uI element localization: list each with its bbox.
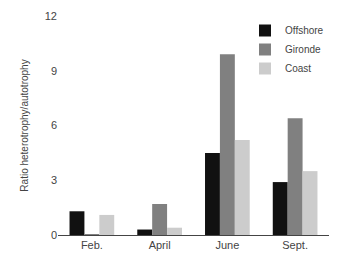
svg-text:Coast: Coast xyxy=(285,63,311,74)
svg-text:6: 6 xyxy=(51,119,57,131)
svg-text:Feb.: Feb. xyxy=(81,239,103,251)
svg-text:0: 0 xyxy=(51,229,57,241)
svg-text:3: 3 xyxy=(51,174,57,186)
svg-text:Sept.: Sept. xyxy=(282,239,308,251)
svg-text:April: April xyxy=(149,239,171,251)
svg-text:June: June xyxy=(215,239,239,251)
svg-text:12: 12 xyxy=(45,10,57,22)
svg-text:Offshore: Offshore xyxy=(285,25,324,36)
svg-text:Ratio heterotrophy/autotrophy: Ratio heterotrophy/autotrophy xyxy=(19,59,30,191)
svg-text:Gironde: Gironde xyxy=(285,44,321,55)
svg-text:9: 9 xyxy=(51,65,57,77)
